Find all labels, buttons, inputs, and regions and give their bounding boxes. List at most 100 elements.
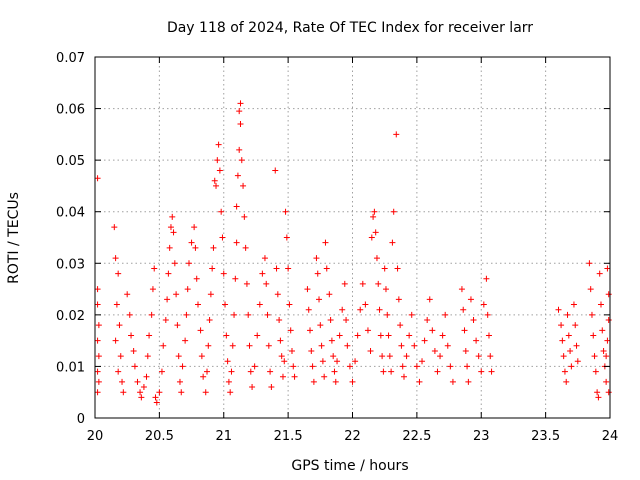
data-point xyxy=(240,182,247,189)
data-point xyxy=(359,280,366,287)
data-point xyxy=(442,311,449,318)
data-point xyxy=(379,353,386,360)
data-point xyxy=(138,394,145,401)
data-point xyxy=(236,146,243,153)
x-axis-title: GPS time / hours xyxy=(291,458,408,474)
data-point xyxy=(282,208,289,215)
data-point xyxy=(586,260,593,267)
data-point xyxy=(165,270,172,277)
data-point xyxy=(591,353,598,360)
data-point xyxy=(429,327,436,334)
data-point xyxy=(411,342,418,349)
data-point xyxy=(371,208,378,215)
data-point xyxy=(316,296,323,303)
data-point xyxy=(385,332,392,339)
data-point xyxy=(237,100,244,107)
data-point xyxy=(202,389,209,396)
data-point xyxy=(561,368,568,375)
data-point xyxy=(151,265,158,272)
data-point xyxy=(265,342,272,349)
data-point xyxy=(278,353,285,360)
x-tick-label: 23.5 xyxy=(531,429,560,444)
data-point xyxy=(330,353,337,360)
data-point xyxy=(559,337,566,344)
data-point xyxy=(437,353,444,360)
data-point xyxy=(215,141,222,148)
data-point xyxy=(354,332,361,339)
data-point xyxy=(393,131,400,138)
data-point xyxy=(470,317,477,324)
data-point xyxy=(184,286,191,293)
data-point xyxy=(605,291,612,298)
data-point xyxy=(327,317,334,324)
data-point xyxy=(568,363,575,370)
data-point xyxy=(276,317,283,324)
y-tick-labels: 0 0.01 0.02 0.03 0.04 0.05 0.06 0.07 xyxy=(56,51,85,427)
data-point xyxy=(478,368,485,375)
data-point xyxy=(286,301,293,308)
data-point xyxy=(290,363,297,370)
data-point xyxy=(483,275,490,282)
data-point xyxy=(587,286,594,293)
data-point xyxy=(112,337,119,344)
x-tick-label: 22 xyxy=(344,429,361,444)
data-point xyxy=(179,363,186,370)
data-point xyxy=(211,177,218,184)
data-point xyxy=(272,167,279,174)
data-point xyxy=(370,213,377,220)
data-point xyxy=(95,353,102,360)
data-point xyxy=(143,373,150,380)
x-tick-labels: 20 20.5 21 21.5 22 22.5 23 23.5 24 xyxy=(87,429,619,444)
data-point xyxy=(225,378,232,385)
data-points xyxy=(94,100,612,406)
axis-ticks xyxy=(94,56,611,419)
data-point xyxy=(364,327,371,334)
data-point xyxy=(399,363,406,370)
data-point xyxy=(224,358,231,365)
data-point xyxy=(339,306,346,313)
data-point xyxy=(444,342,451,349)
data-point xyxy=(204,368,211,375)
data-point xyxy=(563,378,570,385)
data-point xyxy=(604,265,611,272)
data-point xyxy=(112,255,119,262)
data-point xyxy=(377,332,384,339)
data-point xyxy=(113,301,120,308)
data-point xyxy=(191,224,198,231)
data-point xyxy=(210,244,217,251)
data-point xyxy=(137,389,144,396)
data-point xyxy=(588,311,595,318)
data-point xyxy=(130,347,137,354)
data-point xyxy=(406,332,413,339)
y-tick-label: 0.03 xyxy=(56,257,85,272)
data-point xyxy=(349,378,356,385)
data-point xyxy=(134,378,141,385)
data-point xyxy=(308,347,315,354)
data-point xyxy=(328,337,335,344)
data-point xyxy=(590,332,597,339)
data-point xyxy=(318,342,325,349)
data-point xyxy=(319,358,326,365)
data-point xyxy=(216,167,223,174)
x-tick-label: 22.5 xyxy=(402,429,431,444)
data-point xyxy=(238,157,245,164)
data-point xyxy=(170,229,177,236)
data-point xyxy=(152,394,159,401)
data-point xyxy=(185,260,192,267)
data-point xyxy=(367,347,374,354)
data-point xyxy=(268,384,275,391)
data-point xyxy=(144,353,151,360)
data-point xyxy=(94,286,101,293)
data-point xyxy=(344,342,351,349)
data-point xyxy=(439,332,446,339)
data-point xyxy=(94,368,101,375)
data-point xyxy=(473,337,480,344)
data-point xyxy=(567,347,574,354)
data-point xyxy=(321,373,328,380)
data-point xyxy=(346,363,353,370)
data-point xyxy=(234,172,241,179)
data-point xyxy=(375,280,382,287)
data-point xyxy=(246,342,253,349)
data-point xyxy=(247,368,254,375)
